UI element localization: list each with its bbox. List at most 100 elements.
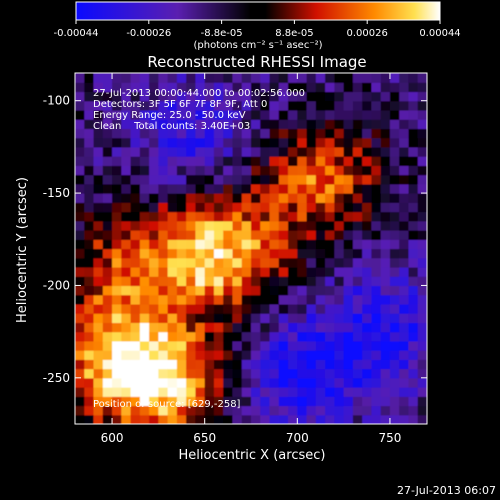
heatmap-cell <box>389 202 400 213</box>
heatmap-cell <box>130 248 141 259</box>
heatmap-cell <box>380 313 391 323</box>
heatmap-cell <box>176 368 187 379</box>
heatmap-cell <box>176 350 187 360</box>
heatmap-cell <box>232 220 243 231</box>
heatmap-cell <box>269 340 280 351</box>
heatmap-cell <box>121 294 132 305</box>
heatmap-cell <box>352 294 363 305</box>
heatmap-cell <box>102 100 113 111</box>
heatmap-cell <box>176 146 187 157</box>
heatmap-cell <box>149 193 159 203</box>
heatmap-cell <box>408 276 419 287</box>
heatmap-cell <box>112 285 122 296</box>
heatmap-cell <box>334 193 345 203</box>
heatmap-cell <box>232 322 243 333</box>
heatmap-cell <box>288 146 298 157</box>
heatmap-cell <box>75 322 85 333</box>
heatmap-cell <box>380 230 391 240</box>
heatmap-cell <box>158 73 169 83</box>
heatmap-cell <box>232 377 243 388</box>
heatmap-cell <box>315 405 326 416</box>
heatmap-cell <box>195 359 206 370</box>
heatmap-cell <box>352 340 363 351</box>
heatmap-cell <box>334 257 345 268</box>
heatmap-cell <box>158 387 169 397</box>
heatmap-cell <box>352 91 363 102</box>
heatmap-cell <box>223 377 234 388</box>
heatmap-cell <box>232 313 243 323</box>
heatmap-cell <box>343 156 354 166</box>
heatmap-cell <box>389 248 400 259</box>
heatmap-cell <box>380 294 391 305</box>
heatmap-cell <box>121 100 132 111</box>
heatmap-cell <box>223 73 234 83</box>
heatmap-cell <box>371 368 382 379</box>
heatmap-cell <box>121 193 132 203</box>
heatmap-cell <box>232 146 243 157</box>
heatmap-cell <box>213 322 224 333</box>
heatmap-cell <box>158 377 169 388</box>
heatmap-cell <box>408 340 419 351</box>
heatmap-cell <box>186 414 197 424</box>
heatmap-cell <box>112 128 122 139</box>
heatmap-cell <box>93 377 104 388</box>
heatmap-cell <box>75 396 85 407</box>
heatmap-cell <box>417 174 427 185</box>
heatmap-cell <box>75 137 85 148</box>
heatmap-cell <box>195 202 206 213</box>
heatmap-cell <box>380 91 391 102</box>
heatmap-cell <box>84 156 95 166</box>
heatmap-cell <box>186 322 197 333</box>
heatmap-cell <box>121 165 132 176</box>
heatmap-cell <box>343 239 354 250</box>
heatmap-cell <box>112 359 122 370</box>
heatmap-cell <box>149 137 159 148</box>
heatmap-cell <box>417 331 427 342</box>
heatmap-cell <box>204 137 215 148</box>
heatmap-cell <box>130 303 141 314</box>
info-time-range: 27-Jul-2013 00:00:44.000 to 00:02:56.000 <box>93 88 305 99</box>
heatmap-cell <box>352 73 363 83</box>
heatmap-cell <box>204 165 215 176</box>
heatmap-cell <box>278 359 289 370</box>
heatmap-cell <box>260 266 271 277</box>
heatmap-cell <box>232 119 243 130</box>
heatmap-cell <box>241 294 252 305</box>
heatmap-cell <box>232 128 243 139</box>
colorbar-tick-label: -0.00044 <box>54 28 99 39</box>
heatmap-cell <box>352 165 363 176</box>
heatmap-cell <box>417 100 427 111</box>
heatmap-cell <box>297 276 308 287</box>
heatmap-cell <box>371 396 382 407</box>
heatmap-cell <box>408 266 419 277</box>
heatmap-cell <box>297 257 308 268</box>
heatmap-cell <box>269 331 280 342</box>
heatmap-cell <box>260 73 271 83</box>
heatmap-cell <box>176 359 187 370</box>
heatmap-cell <box>93 128 104 139</box>
heatmap-cell <box>371 313 382 323</box>
heatmap-cell <box>325 350 335 360</box>
heatmap-cell <box>288 109 298 120</box>
heatmap-cell <box>251 165 261 176</box>
heatmap-cell <box>343 230 354 240</box>
heatmap-cell <box>158 137 169 148</box>
heatmap-cell <box>306 331 317 342</box>
heatmap-cell <box>167 396 178 407</box>
heatmap-cell <box>306 146 317 157</box>
heatmap-cell <box>380 276 391 287</box>
heatmap-cell <box>167 387 178 397</box>
heatmap-cell <box>149 220 159 231</box>
heatmap-cell <box>75 109 85 120</box>
heatmap-cell <box>343 128 354 139</box>
heatmap-cell <box>408 414 419 424</box>
heatmap-cell <box>371 91 382 102</box>
heatmap-cell <box>75 377 85 388</box>
heatmap-cell <box>232 257 243 268</box>
heatmap-cell <box>260 368 271 379</box>
heatmap-cell <box>417 211 427 222</box>
heatmap-cell <box>251 350 261 360</box>
heatmap-cell <box>306 414 317 424</box>
heatmap-cell <box>269 211 280 222</box>
heatmap-cell <box>241 248 252 259</box>
